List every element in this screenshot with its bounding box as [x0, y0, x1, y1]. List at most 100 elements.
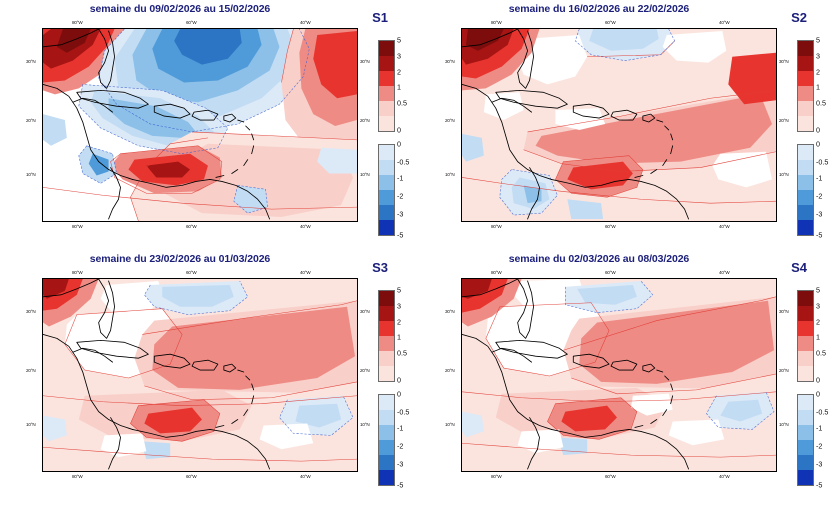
cbar-tick-pos-05: 0.5 — [816, 98, 826, 108]
map-canvas-s2 — [462, 29, 776, 221]
cbar-tick-neg-05: -0.5 — [397, 157, 410, 167]
panel-s2: semaine du 16/02/2026 au 22/02/2026 S2 8… — [419, 0, 837, 257]
lat-tick-left-20n: 20°N — [26, 118, 36, 123]
lon-tick-bot-80w: 80°W — [491, 474, 502, 479]
lon-tick-bot-40w: 40°W — [719, 224, 730, 229]
colorbar-negative-s2 — [797, 144, 814, 236]
map-canvas-s3 — [43, 279, 357, 471]
lat-tick-left-10n: 10°N — [445, 172, 455, 177]
panel-title-s2: semaine du 16/02/2026 au 22/02/2026 — [508, 3, 690, 15]
panel-s4: semaine du 02/03/2026 au 08/03/2026 S4 8… — [419, 250, 837, 507]
colorbar-negative-ticks-s1: 0 -0.5 -1 -2 -3 -5 — [397, 140, 419, 240]
cbar-tick-neg-5: -5 — [397, 230, 404, 240]
cbar-tick-neg-3: -3 — [816, 459, 823, 469]
cbar-tick-neg-1: -1 — [816, 173, 823, 183]
panel-tag-s4: S4 — [791, 260, 807, 275]
panel-title-s1: semaine du 09/02/2026 au 15/02/2026 — [89, 3, 271, 15]
cbar-tick-neg-2: -2 — [816, 191, 823, 201]
lon-tick-top-80w: 80°W — [72, 20, 83, 25]
lon-tick-top-80w: 80°W — [491, 270, 502, 275]
colorbar-s4: 5 3 2 1 0.5 0 0 -0.5 -1 -2 -3 — [797, 286, 837, 490]
lon-tick-bot-80w: 80°W — [491, 224, 502, 229]
lon-tick-top-40w: 40°W — [719, 20, 730, 25]
cbar-tick-pos-0: 0 — [816, 375, 820, 385]
cbar-tick-pos-1: 1 — [816, 332, 820, 342]
lat-tick-left-30n: 30°N — [445, 59, 455, 64]
cbar-tick-pos-5: 5 — [397, 35, 401, 45]
lat-tick-left-20n: 20°N — [445, 368, 455, 373]
lon-tick-bot-40w: 40°W — [719, 474, 730, 479]
colorbar-negative-ticks-s3: 0 -0.5 -1 -2 -3 -5 — [397, 390, 419, 490]
cbar-tick-neg-05: -0.5 — [816, 407, 829, 417]
cbar-tick-pos-1: 1 — [397, 332, 401, 342]
lon-tick-bot-60w: 60°W — [605, 224, 616, 229]
cbar-tick-neg-3: -3 — [397, 459, 404, 469]
cbar-tick-neg-0: 0 — [397, 139, 401, 149]
lat-tick-left-30n: 30°N — [445, 309, 455, 314]
colorbar-positive-s4 — [797, 290, 814, 382]
cbar-tick-pos-3: 3 — [816, 301, 820, 311]
cbar-tick-pos-5: 5 — [816, 35, 820, 45]
lat-tick-left-10n: 10°N — [26, 172, 36, 177]
cbar-tick-pos-05: 0.5 — [397, 98, 407, 108]
lat-tick-right-10n: 10°N — [360, 172, 370, 177]
panel-title-s3: semaine du 23/02/2026 au 01/03/2026 — [89, 253, 271, 265]
cbar-tick-pos-0: 0 — [816, 125, 820, 135]
colorbar-s2: 5 3 2 1 0.5 0 0 -0.5 -1 -2 -3 — [797, 36, 837, 240]
lon-tick-top-40w: 40°W — [719, 270, 730, 275]
lon-tick-top-40w: 40°W — [300, 270, 311, 275]
cbar-tick-neg-5: -5 — [816, 480, 823, 490]
lat-tick-right-20n: 20°N — [360, 368, 370, 373]
cbar-tick-neg-0: 0 — [816, 389, 820, 399]
cbar-tick-pos-1: 1 — [397, 82, 401, 92]
lat-tick-left-10n: 10°N — [26, 422, 36, 427]
panel-tag-s1: S1 — [372, 10, 388, 25]
cbar-tick-neg-0: 0 — [397, 389, 401, 399]
panel-tag-s2: S2 — [791, 10, 807, 25]
lon-tick-top-60w: 60°W — [605, 270, 616, 275]
lon-tick-bot-60w: 60°W — [186, 224, 197, 229]
panel-s1: semaine du 09/02/2026 au 15/02/2026 S1 8… — [0, 0, 418, 257]
colorbar-negative-s3 — [378, 394, 395, 486]
cbar-tick-pos-3: 3 — [397, 301, 401, 311]
lon-tick-top-80w: 80°W — [72, 270, 83, 275]
colorbar-positive-s2 — [797, 40, 814, 132]
cbar-tick-pos-0: 0 — [397, 375, 401, 385]
cbar-tick-neg-3: -3 — [397, 209, 404, 219]
colorbar-positive-ticks-s3: 5 3 2 1 0.5 0 — [397, 286, 419, 385]
cbar-tick-neg-1: -1 — [816, 423, 823, 433]
lon-tick-bot-40w: 40°W — [300, 474, 311, 479]
lon-tick-bot-60w: 60°W — [186, 474, 197, 479]
lon-tick-top-60w: 60°W — [605, 20, 616, 25]
map-frame-s4 — [461, 278, 777, 472]
cbar-tick-neg-05: -0.5 — [397, 407, 410, 417]
lat-tick-left-20n: 20°N — [26, 368, 36, 373]
lon-tick-bot-40w: 40°W — [300, 224, 311, 229]
lat-tick-left-30n: 30°N — [26, 309, 36, 314]
colorbar-positive-ticks-s1: 5 3 2 1 0.5 0 — [397, 36, 419, 133]
cbar-tick-pos-2: 2 — [397, 67, 401, 77]
lon-tick-bot-80w: 80°W — [72, 224, 83, 229]
panel-s3: semaine du 23/02/2026 au 01/03/2026 S3 8… — [0, 250, 418, 507]
cbar-tick-pos-5: 5 — [397, 285, 401, 295]
lon-tick-top-40w: 40°W — [300, 20, 311, 25]
panel-title-s4: semaine du 02/03/2026 au 08/03/2026 — [508, 253, 690, 265]
cbar-tick-pos-2: 2 — [397, 317, 401, 327]
lon-tick-bot-80w: 80°W — [72, 474, 83, 479]
lat-tick-right-10n: 10°N — [779, 422, 789, 427]
lat-tick-right-20n: 20°N — [779, 118, 789, 123]
cbar-tick-neg-5: -5 — [397, 480, 404, 490]
lat-tick-right-30n: 30°N — [360, 309, 370, 314]
lon-tick-bot-60w: 60°W — [605, 474, 616, 479]
cbar-tick-pos-5: 5 — [816, 285, 820, 295]
map-frame-s1 — [42, 28, 358, 222]
map-canvas-s4 — [462, 279, 776, 471]
lon-tick-top-60w: 60°W — [186, 270, 197, 275]
colorbar-negative-ticks-s4: 0 -0.5 -1 -2 -3 -5 — [816, 390, 837, 490]
cbar-tick-neg-1: -1 — [397, 173, 404, 183]
lat-tick-right-10n: 10°N — [360, 422, 370, 427]
map-frame-s3 — [42, 278, 358, 472]
cbar-tick-neg-5: -5 — [816, 230, 823, 240]
cbar-tick-pos-05: 0.5 — [816, 348, 826, 358]
